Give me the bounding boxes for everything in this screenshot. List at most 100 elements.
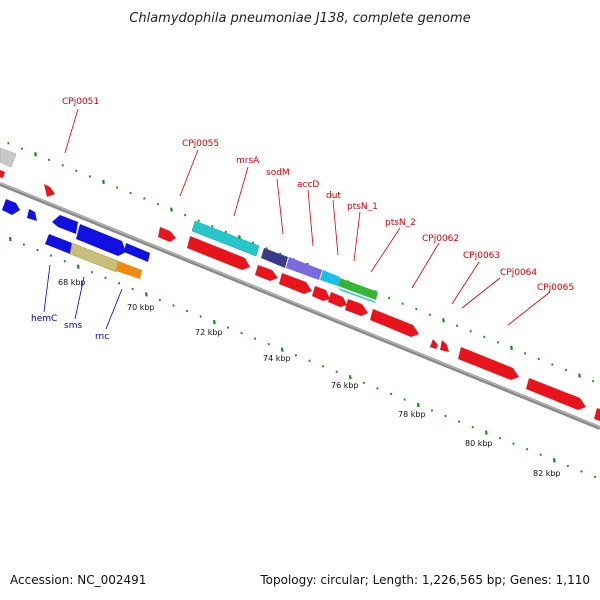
tick-mark (551, 363, 554, 366)
tick-mark (224, 230, 228, 234)
tick-mark (185, 309, 189, 313)
gene-label[interactable]: dut (326, 191, 341, 201)
feature-red[interactable] (312, 286, 330, 301)
gene-label[interactable]: CPj0063 (463, 251, 500, 261)
feature-red[interactable] (370, 309, 419, 337)
feature-red[interactable] (526, 378, 586, 410)
feature-blue[interactable] (124, 243, 150, 262)
feature-green-ptsN[interactable] (338, 278, 378, 300)
label-leaders-blue (43, 264, 123, 330)
scale-label: 82 kbp (533, 469, 561, 478)
scale-label: 80 kbp (465, 439, 493, 448)
feature-slate-accD[interactable] (286, 257, 322, 280)
gene-label[interactable]: CPj0051 (62, 97, 99, 107)
feature-blue[interactable] (27, 209, 37, 221)
tick-mark (564, 368, 568, 372)
feature-khaki-sms[interactable] (69, 242, 119, 273)
tick-mark (416, 402, 420, 408)
feature-red[interactable] (187, 236, 250, 270)
tick-mark (240, 331, 243, 335)
feature-red[interactable] (0, 170, 5, 178)
scale-labels: 68 kbp 70 kbp 72 kbp 74 kbp 76 kbp 78 kb… (58, 278, 561, 478)
genome-backbone-highlight (0, 182, 600, 428)
genome-backbone (0, 182, 600, 430)
feature-blue[interactable] (76, 224, 126, 256)
scale-label: 70 kbp (127, 303, 155, 312)
gene-label[interactable]: ptsN_1 (347, 202, 378, 212)
gene-label[interactable]: hemC (31, 314, 57, 324)
tick-mark (362, 381, 366, 385)
tick-mark (156, 202, 160, 206)
feature-cyan-small[interactable] (339, 289, 376, 303)
gene-label[interactable]: ptsN_2 (385, 218, 416, 228)
feature-blue-hemC-row1[interactable] (52, 215, 78, 234)
feature-red[interactable] (345, 299, 368, 316)
tick-mark (90, 270, 94, 274)
feature-red-small[interactable] (430, 339, 438, 349)
feature-red[interactable] (328, 292, 347, 307)
tick-mark (403, 398, 406, 401)
feature-red-small[interactable] (440, 340, 449, 352)
gene-label[interactable]: sodM (266, 168, 290, 178)
feature-grey[interactable] (0, 147, 17, 168)
feature-orange-rnc[interactable] (116, 261, 142, 279)
tick-mark (442, 318, 445, 323)
gene-label[interactable]: sms (64, 321, 82, 331)
inner-tick-row (8, 236, 597, 479)
tick-mark (199, 315, 202, 318)
tick-mark (457, 420, 461, 423)
tick-mark (34, 152, 37, 157)
feature-red[interactable] (594, 408, 600, 421)
tick-mark (115, 186, 119, 189)
tick-mark (8, 236, 12, 242)
feature-cyan[interactable] (191, 220, 260, 257)
gene-label[interactable]: rnc (95, 332, 109, 342)
gene-labels: CPj0051 CPj0055 mrsA sodM accD dut ptsN_… (31, 97, 574, 342)
scale-label: 74 kbp (263, 354, 291, 363)
tick-mark (88, 175, 92, 178)
gene-label[interactable]: accD (297, 180, 319, 190)
tick-mark (131, 287, 134, 291)
feature-red[interactable] (158, 227, 176, 242)
tick-mark (537, 357, 540, 361)
gene-label[interactable]: CPj0055 (182, 139, 219, 149)
feature-red[interactable] (279, 273, 312, 294)
scale-label: 78 kbp (398, 410, 426, 419)
gene-label[interactable]: CPj0064 (500, 268, 537, 278)
gene-label[interactable]: mrsA (236, 156, 260, 166)
tick-mark (428, 313, 432, 316)
tick-mark (348, 375, 352, 380)
tick-mark (143, 197, 146, 200)
tick-mark (102, 179, 105, 185)
feature-cyan[interactable] (336, 287, 376, 303)
tick-mark (335, 370, 338, 374)
feature-blue-hemC[interactable] (45, 234, 72, 254)
tick-mark (483, 335, 486, 339)
feature-sky-dut[interactable] (320, 270, 340, 286)
tick-mark (158, 298, 162, 302)
feature-red[interactable] (255, 265, 278, 281)
scale-label: 68 kbp (58, 278, 86, 287)
tick-mark (591, 379, 595, 383)
feature-red[interactable] (458, 347, 519, 380)
accession-text: Accession: NC_002491 (10, 573, 147, 587)
feature-red[interactable] (44, 184, 55, 197)
gene-label[interactable]: CPj0062 (422, 234, 459, 244)
feature-navy-sodM[interactable] (261, 248, 288, 268)
tick-mark (444, 414, 447, 418)
tick-mark (525, 447, 529, 451)
tick-mark (22, 243, 26, 246)
tick-mark (471, 425, 474, 429)
feature-blue[interactable] (2, 199, 20, 215)
tick-mark (389, 392, 393, 396)
tick-mark (226, 326, 230, 329)
scale-label: 76 kbp (331, 381, 359, 390)
tick-mark (253, 337, 257, 340)
gene-label[interactable]: CPj0065 (537, 283, 574, 293)
tick-mark (510, 345, 513, 351)
tick-mark (197, 219, 200, 222)
tick-mark (512, 442, 515, 445)
tick-mark (183, 213, 187, 217)
tick-mark (401, 302, 404, 305)
